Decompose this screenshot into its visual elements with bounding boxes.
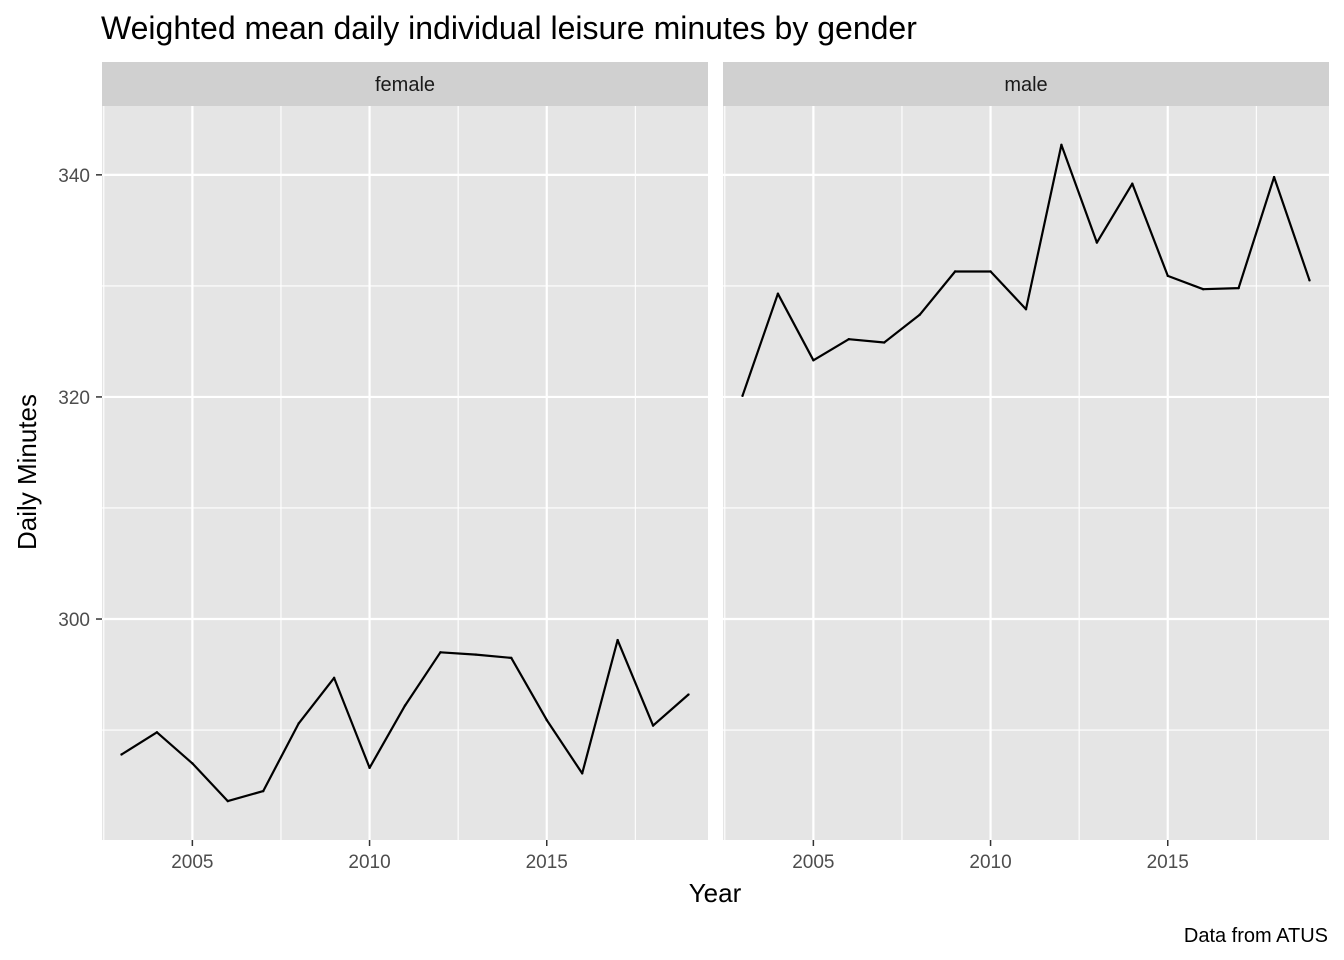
data-point-male-2009 <box>953 270 957 273</box>
data-point-female-2017 <box>616 638 619 642</box>
data-point-male-2005 <box>812 359 815 362</box>
chart-caption: Data from ATUS <box>1184 925 1328 947</box>
data-point-male-2016 <box>1201 288 1205 291</box>
x-tick-label: 2010 <box>348 852 390 873</box>
facet-panels: female 2005 2010 2015 300 320 340 male 2005 2010 2… <box>58 62 1329 873</box>
data-point-female-2009 <box>332 676 336 680</box>
data-point-male-2004 <box>776 292 780 295</box>
data-point-female-2011 <box>403 704 407 707</box>
data-point-male-2017 <box>1237 286 1240 290</box>
y-tick-label: 300 <box>58 610 90 631</box>
chart-title: Weighted mean daily individual leisure m… <box>101 10 917 46</box>
data-point-male-2018 <box>1272 175 1276 179</box>
data-point-female-2013 <box>474 653 478 656</box>
data-point-male-2014 <box>1131 182 1134 185</box>
data-point-male-2015 <box>1166 274 1169 278</box>
data-point-male-2008 <box>918 313 921 316</box>
data-point-female-2006 <box>226 799 230 803</box>
x-tick-label: 2015 <box>526 852 568 873</box>
data-point-female-2014 <box>510 656 513 660</box>
data-point-male-2010 <box>989 270 992 273</box>
strip-male <box>723 62 1329 106</box>
y-tick-label: 340 <box>58 166 90 187</box>
data-point-female-2018 <box>651 724 655 727</box>
data-point-female-2015 <box>545 718 548 722</box>
y-tick-label: 320 <box>58 388 90 409</box>
data-point-male-2013 <box>1095 241 1099 244</box>
x-axis-title: Year <box>689 878 742 908</box>
strip-label-female: female <box>375 74 435 96</box>
data-point-male-2012 <box>1060 143 1063 147</box>
panel-background <box>723 106 1329 840</box>
panel-background <box>102 106 708 840</box>
data-point-female-2003 <box>120 753 123 756</box>
data-point-female-2005 <box>191 762 194 765</box>
strip-female <box>102 62 708 106</box>
data-point-female-2010 <box>368 766 371 770</box>
data-point-male-2019 <box>1308 279 1311 282</box>
data-point-male-2007 <box>883 341 886 344</box>
data-point-male-2011 <box>1024 308 1028 311</box>
x-tick-label: 2005 <box>792 852 834 873</box>
strip-label-male: male <box>1004 74 1047 96</box>
data-point-female-2008 <box>297 722 300 725</box>
x-tick-label: 2015 <box>1147 852 1189 873</box>
x-tick-label: 2005 <box>171 852 213 873</box>
panel-female: female 2005 2010 2015 300 320 340 <box>58 62 708 873</box>
data-point-female-2007 <box>262 789 265 793</box>
data-point-female-2004 <box>155 731 159 734</box>
panel-male: male 2005 2010 2015 <box>723 62 1329 873</box>
x-tick-label: 2010 <box>969 852 1011 873</box>
data-point-female-2019 <box>687 693 690 696</box>
data-point-female-2016 <box>580 772 584 775</box>
data-point-female-2012 <box>439 651 442 654</box>
data-point-male-2003 <box>741 394 744 398</box>
y-axis-title: Daily Minutes <box>12 394 42 550</box>
data-point-male-2006 <box>847 337 851 341</box>
